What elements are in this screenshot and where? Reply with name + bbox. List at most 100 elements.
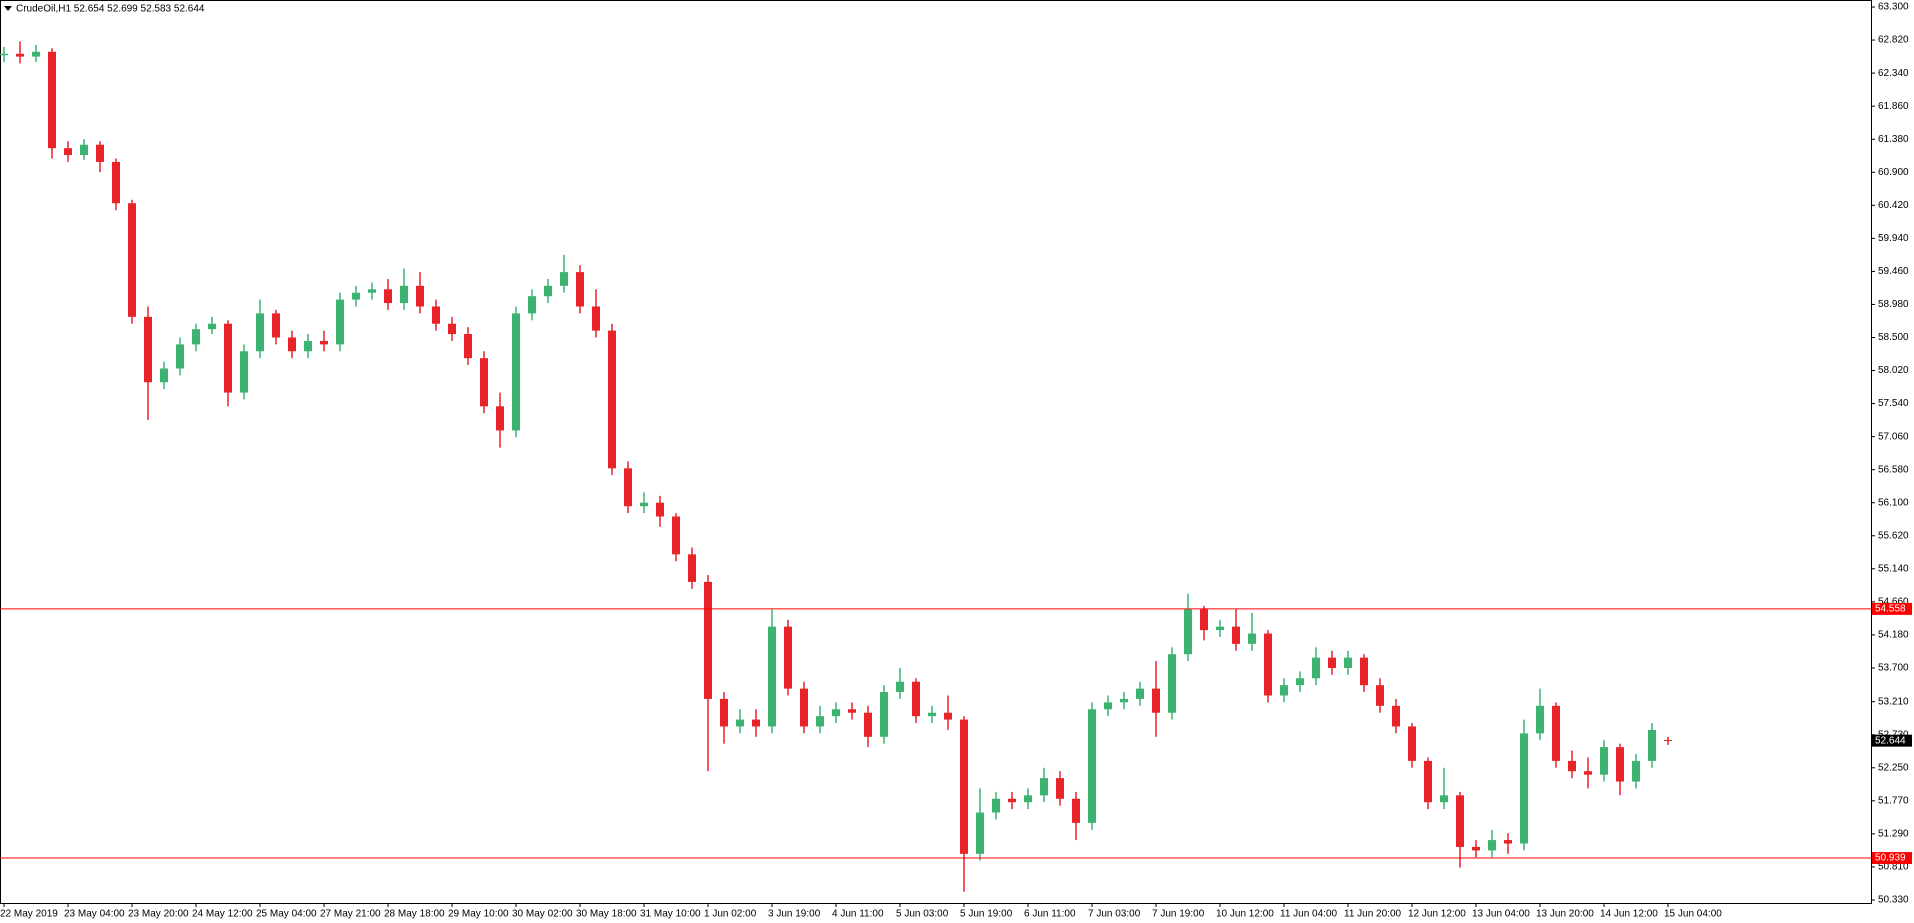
candle-body (192, 329, 200, 345)
y-tick-label: 57.540 (1878, 398, 1909, 409)
candle-body (1056, 778, 1064, 799)
candle-body (512, 313, 520, 431)
candle-body (1264, 633, 1272, 696)
candle-body (576, 272, 584, 307)
x-tick-label: 22 May 2019 (0, 909, 58, 920)
candle-body (128, 203, 136, 317)
candle-body (544, 285, 552, 297)
x-tick-label: 7 Jun 03:00 (1088, 909, 1141, 920)
y-tick-label: 55.140 (1878, 563, 1909, 574)
candle-body (1504, 840, 1512, 844)
x-tick-label: 27 May 21:00 (320, 909, 381, 920)
candle-body (1568, 760, 1576, 772)
candle-body (928, 712, 936, 717)
candle-body (1392, 705, 1400, 727)
candle-body (384, 289, 392, 304)
x-tick-label: 23 May 20:00 (128, 909, 189, 920)
candle-body (608, 330, 616, 469)
candle-body (1072, 798, 1080, 823)
candle-body (944, 712, 952, 720)
price-tag-label: 50.939 (1875, 853, 1906, 864)
candle-body (1488, 840, 1496, 851)
candle-body (176, 344, 184, 369)
candle-body (784, 626, 792, 689)
candle-body (800, 688, 808, 727)
candle-body (1664, 739, 1672, 741)
x-tick-label: 31 May 10:00 (640, 909, 701, 920)
candle-body (1248, 633, 1256, 644)
x-tick-label: 28 May 18:00 (384, 909, 445, 920)
candle-body (1456, 795, 1464, 847)
price-tag (1872, 852, 1912, 865)
candle-body (1616, 747, 1624, 782)
y-tick-label: 54.660 (1878, 597, 1909, 608)
candle-body (1328, 657, 1336, 668)
candle-body (880, 692, 888, 737)
y-tick-label: 50.330 (1878, 895, 1909, 906)
candle-body (816, 716, 824, 727)
price-tag-label: 54.558 (1875, 604, 1906, 615)
y-tick-label: 58.500 (1878, 332, 1909, 343)
candle-body (496, 406, 504, 431)
candle-body (1104, 702, 1112, 710)
candle-body (1024, 795, 1032, 803)
x-tick-label: 30 May 18:00 (576, 909, 637, 920)
candle-body (400, 285, 408, 304)
candle-body (704, 581, 712, 699)
x-tick-label: 3 Jun 19:00 (768, 909, 821, 920)
candle-body (1536, 705, 1544, 734)
candle-body (112, 161, 120, 204)
candle-body (768, 626, 776, 727)
candle-body (976, 812, 984, 854)
candle-body (528, 296, 536, 314)
candle-body (864, 712, 872, 737)
candle-body (64, 148, 72, 156)
x-tick-label: 13 Jun 04:00 (1472, 909, 1530, 920)
y-tick-label: 53.210 (1878, 696, 1909, 707)
candle-body (160, 368, 168, 383)
candle-body (624, 468, 632, 507)
y-tick-label: 62.340 (1878, 68, 1909, 79)
y-tick-label: 51.290 (1878, 829, 1909, 840)
candle-body (848, 709, 856, 713)
x-tick-label: 1 Jun 02:00 (704, 909, 757, 920)
y-tick-label: 59.460 (1878, 266, 1909, 277)
candle-body (1424, 760, 1432, 803)
y-tick-label: 50.810 (1878, 862, 1909, 873)
candle-body (960, 719, 968, 854)
candle-body (208, 323, 216, 330)
candle-body (1168, 654, 1176, 713)
candle-body (1648, 729, 1656, 761)
candle-body (688, 554, 696, 582)
menu-arrow[interactable] (4, 6, 12, 11)
x-tick-label: 13 Jun 20:00 (1536, 909, 1594, 920)
candle-body (736, 719, 744, 727)
candle-body (1312, 657, 1320, 679)
candle-body (1376, 685, 1384, 706)
candle-body (32, 51, 40, 57)
candle-body (1200, 609, 1208, 631)
candle-body (592, 306, 600, 331)
candle-body (1296, 678, 1304, 686)
x-tick-label: 10 Jun 12:00 (1216, 909, 1274, 920)
candle-body (1232, 626, 1240, 644)
candle-body (1120, 698, 1128, 703)
candle-body (752, 719, 760, 727)
candle-body (256, 313, 264, 352)
current-price-label: 52.644 (1875, 735, 1906, 746)
y-tick-label: 58.980 (1878, 299, 1909, 310)
candle-body (352, 292, 360, 300)
x-tick-label: 25 May 04:00 (256, 909, 317, 920)
x-tick-label: 5 Jun 03:00 (896, 909, 949, 920)
candle-body (656, 502, 664, 517)
candle-body (320, 340, 328, 345)
y-tick-label: 60.420 (1878, 200, 1909, 211)
candle-body (80, 144, 88, 156)
y-tick-label: 61.860 (1878, 101, 1909, 112)
x-tick-label: 24 May 12:00 (192, 909, 253, 920)
candle-body (464, 334, 472, 359)
candle-body (1632, 760, 1640, 782)
y-tick-label: 56.100 (1878, 497, 1909, 508)
